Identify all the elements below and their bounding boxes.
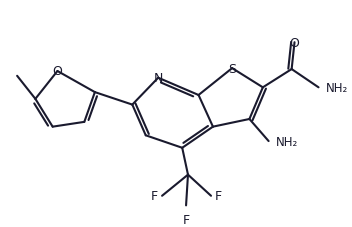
Text: F: F [151,190,158,202]
Text: F: F [182,213,190,226]
Text: O: O [290,37,300,49]
Text: NH₂: NH₂ [276,135,298,148]
Text: NH₂: NH₂ [326,81,348,94]
Text: N: N [153,72,163,85]
Text: F: F [215,190,222,202]
Text: O: O [52,65,62,78]
Text: S: S [228,62,236,75]
